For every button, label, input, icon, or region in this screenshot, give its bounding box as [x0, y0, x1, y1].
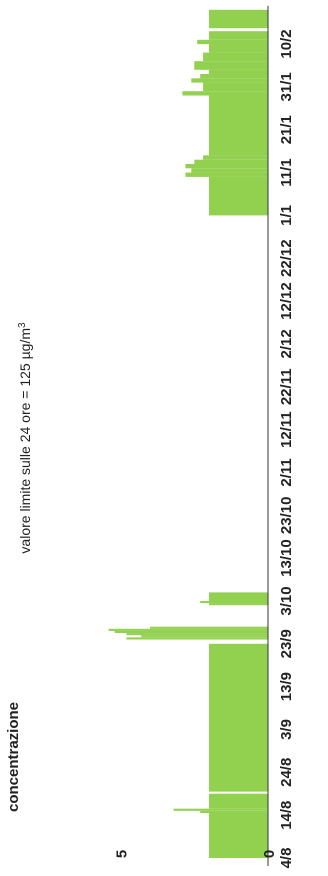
bar [126, 633, 269, 636]
x-tick-label: 2/12 [278, 329, 295, 358]
bar [150, 626, 268, 629]
bar [203, 52, 268, 62]
bar [209, 813, 268, 858]
bar [197, 39, 268, 45]
bar [194, 159, 269, 164]
x-tick-label: 23/10 [278, 497, 295, 535]
bar [209, 793, 268, 809]
x-tick-label: 31/1 [278, 72, 295, 101]
bar [209, 9, 268, 29]
bar [141, 635, 268, 638]
x-tick-label: 14/8 [278, 801, 295, 830]
x-tick-label: 4/8 [278, 848, 295, 869]
x-tick-label: 10/2 [278, 29, 295, 58]
bars-group [108, 9, 269, 858]
bar [185, 172, 268, 177]
bar [209, 69, 268, 74]
x-tick-label: 3/9 [278, 719, 295, 740]
bar [203, 155, 268, 160]
bar [194, 61, 269, 70]
bar [126, 637, 269, 640]
bar [108, 628, 268, 631]
y-axis-label: concentrazione [5, 702, 22, 812]
x-tick-label: 22/11 [278, 368, 295, 405]
bar [209, 31, 268, 40]
limit-annotation-text: valore limite sulle 24 ore = 125 µg/m [17, 328, 33, 554]
bar [114, 630, 268, 633]
bar [191, 168, 268, 173]
x-tick-label: 24/8 [278, 758, 295, 787]
x-tick-label: 13/10 [278, 539, 295, 577]
bar [185, 164, 268, 169]
bar [209, 44, 268, 53]
bar [173, 808, 268, 811]
y-tick-label: 5 [114, 850, 131, 858]
x-tick-label: 2/11 [278, 458, 295, 486]
x-tick-label: 21/1 [278, 115, 295, 144]
bar [209, 95, 268, 156]
y-tick-labels: 051015 [114, 850, 279, 858]
bar [209, 603, 268, 606]
x-tick-label: 3/10 [278, 586, 295, 615]
x-tick-label: 12/12 [278, 282, 295, 320]
bar [191, 78, 268, 83]
limit-annotation-superscript: 3 [17, 322, 28, 328]
x-tick-label: 23/9 [278, 629, 295, 658]
bar [200, 74, 268, 79]
limit-annotation: valore limite sulle 24 ore = 125 µg/m3 [17, 322, 33, 554]
bar [182, 91, 268, 96]
bar [200, 601, 268, 604]
x-tick-label: 12/11 [278, 411, 295, 448]
bar [209, 592, 268, 601]
bar [209, 643, 268, 792]
x-tick-labels: 4/8 14/8 24/8 3/9 13/9 23/9 3/10 13/10 23/10 2/11… [278, 29, 295, 868]
bar [200, 810, 268, 813]
x-tick-label: 1/1 [278, 205, 295, 226]
bar [209, 176, 268, 216]
x-tick-label: 22/12 [278, 239, 295, 277]
bar [203, 82, 268, 92]
x-tick-label: 13/9 [278, 672, 295, 701]
y-tick-label: 0 [261, 850, 278, 858]
x-tick-label: 11/1 [278, 158, 295, 186]
